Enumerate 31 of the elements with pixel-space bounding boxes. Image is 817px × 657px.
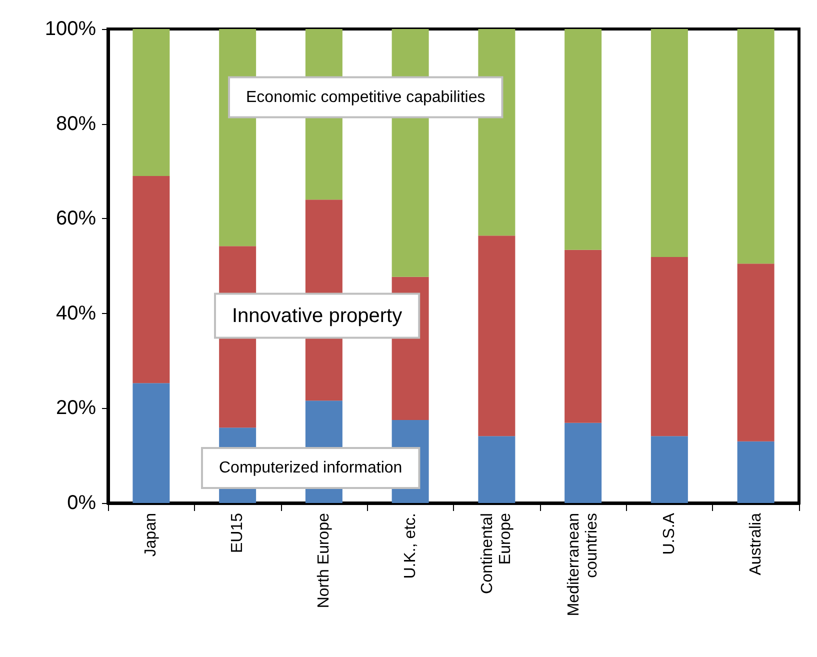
- bar: [650, 436, 688, 503]
- x-tick-label: Continental Europe: [479, 512, 514, 594]
- bar: [650, 29, 688, 257]
- bar: [478, 436, 516, 503]
- bar: [737, 441, 774, 503]
- x-tick-label: Australia: [747, 512, 764, 576]
- y-tick-label: 20%: [56, 397, 96, 420]
- x-tick-label: Japan: [142, 513, 160, 557]
- series-label: Innovative property: [232, 304, 402, 327]
- series-label: Computerized information: [219, 459, 402, 476]
- y-tick-label: 100%: [44, 18, 96, 40]
- bar: [478, 236, 516, 436]
- y-tick-label: 40%: [56, 302, 96, 324]
- series-label: Economic competitive capabilities: [246, 88, 486, 106]
- x-tick-label: Mediterranean countries: [566, 513, 601, 616]
- x-tick-label: U.K., etc.: [402, 513, 419, 579]
- x-tick-label: North Europe: [315, 512, 332, 608]
- x-tick-label: EU15: [229, 512, 246, 554]
- bar: [737, 264, 774, 442]
- bar: [737, 29, 774, 264]
- bar: [132, 176, 170, 384]
- bar: [564, 29, 602, 250]
- bar: [650, 256, 688, 436]
- bar: [564, 250, 602, 423]
- x-tick-label: U.S.A: [660, 512, 678, 555]
- y-tick-label: 60%: [56, 208, 96, 230]
- y-tick-label: 80%: [56, 112, 96, 135]
- bar: [564, 422, 602, 503]
- bar: [132, 29, 170, 176]
- y-tick-label: 0%: [67, 492, 96, 514]
- bar: [132, 383, 170, 503]
